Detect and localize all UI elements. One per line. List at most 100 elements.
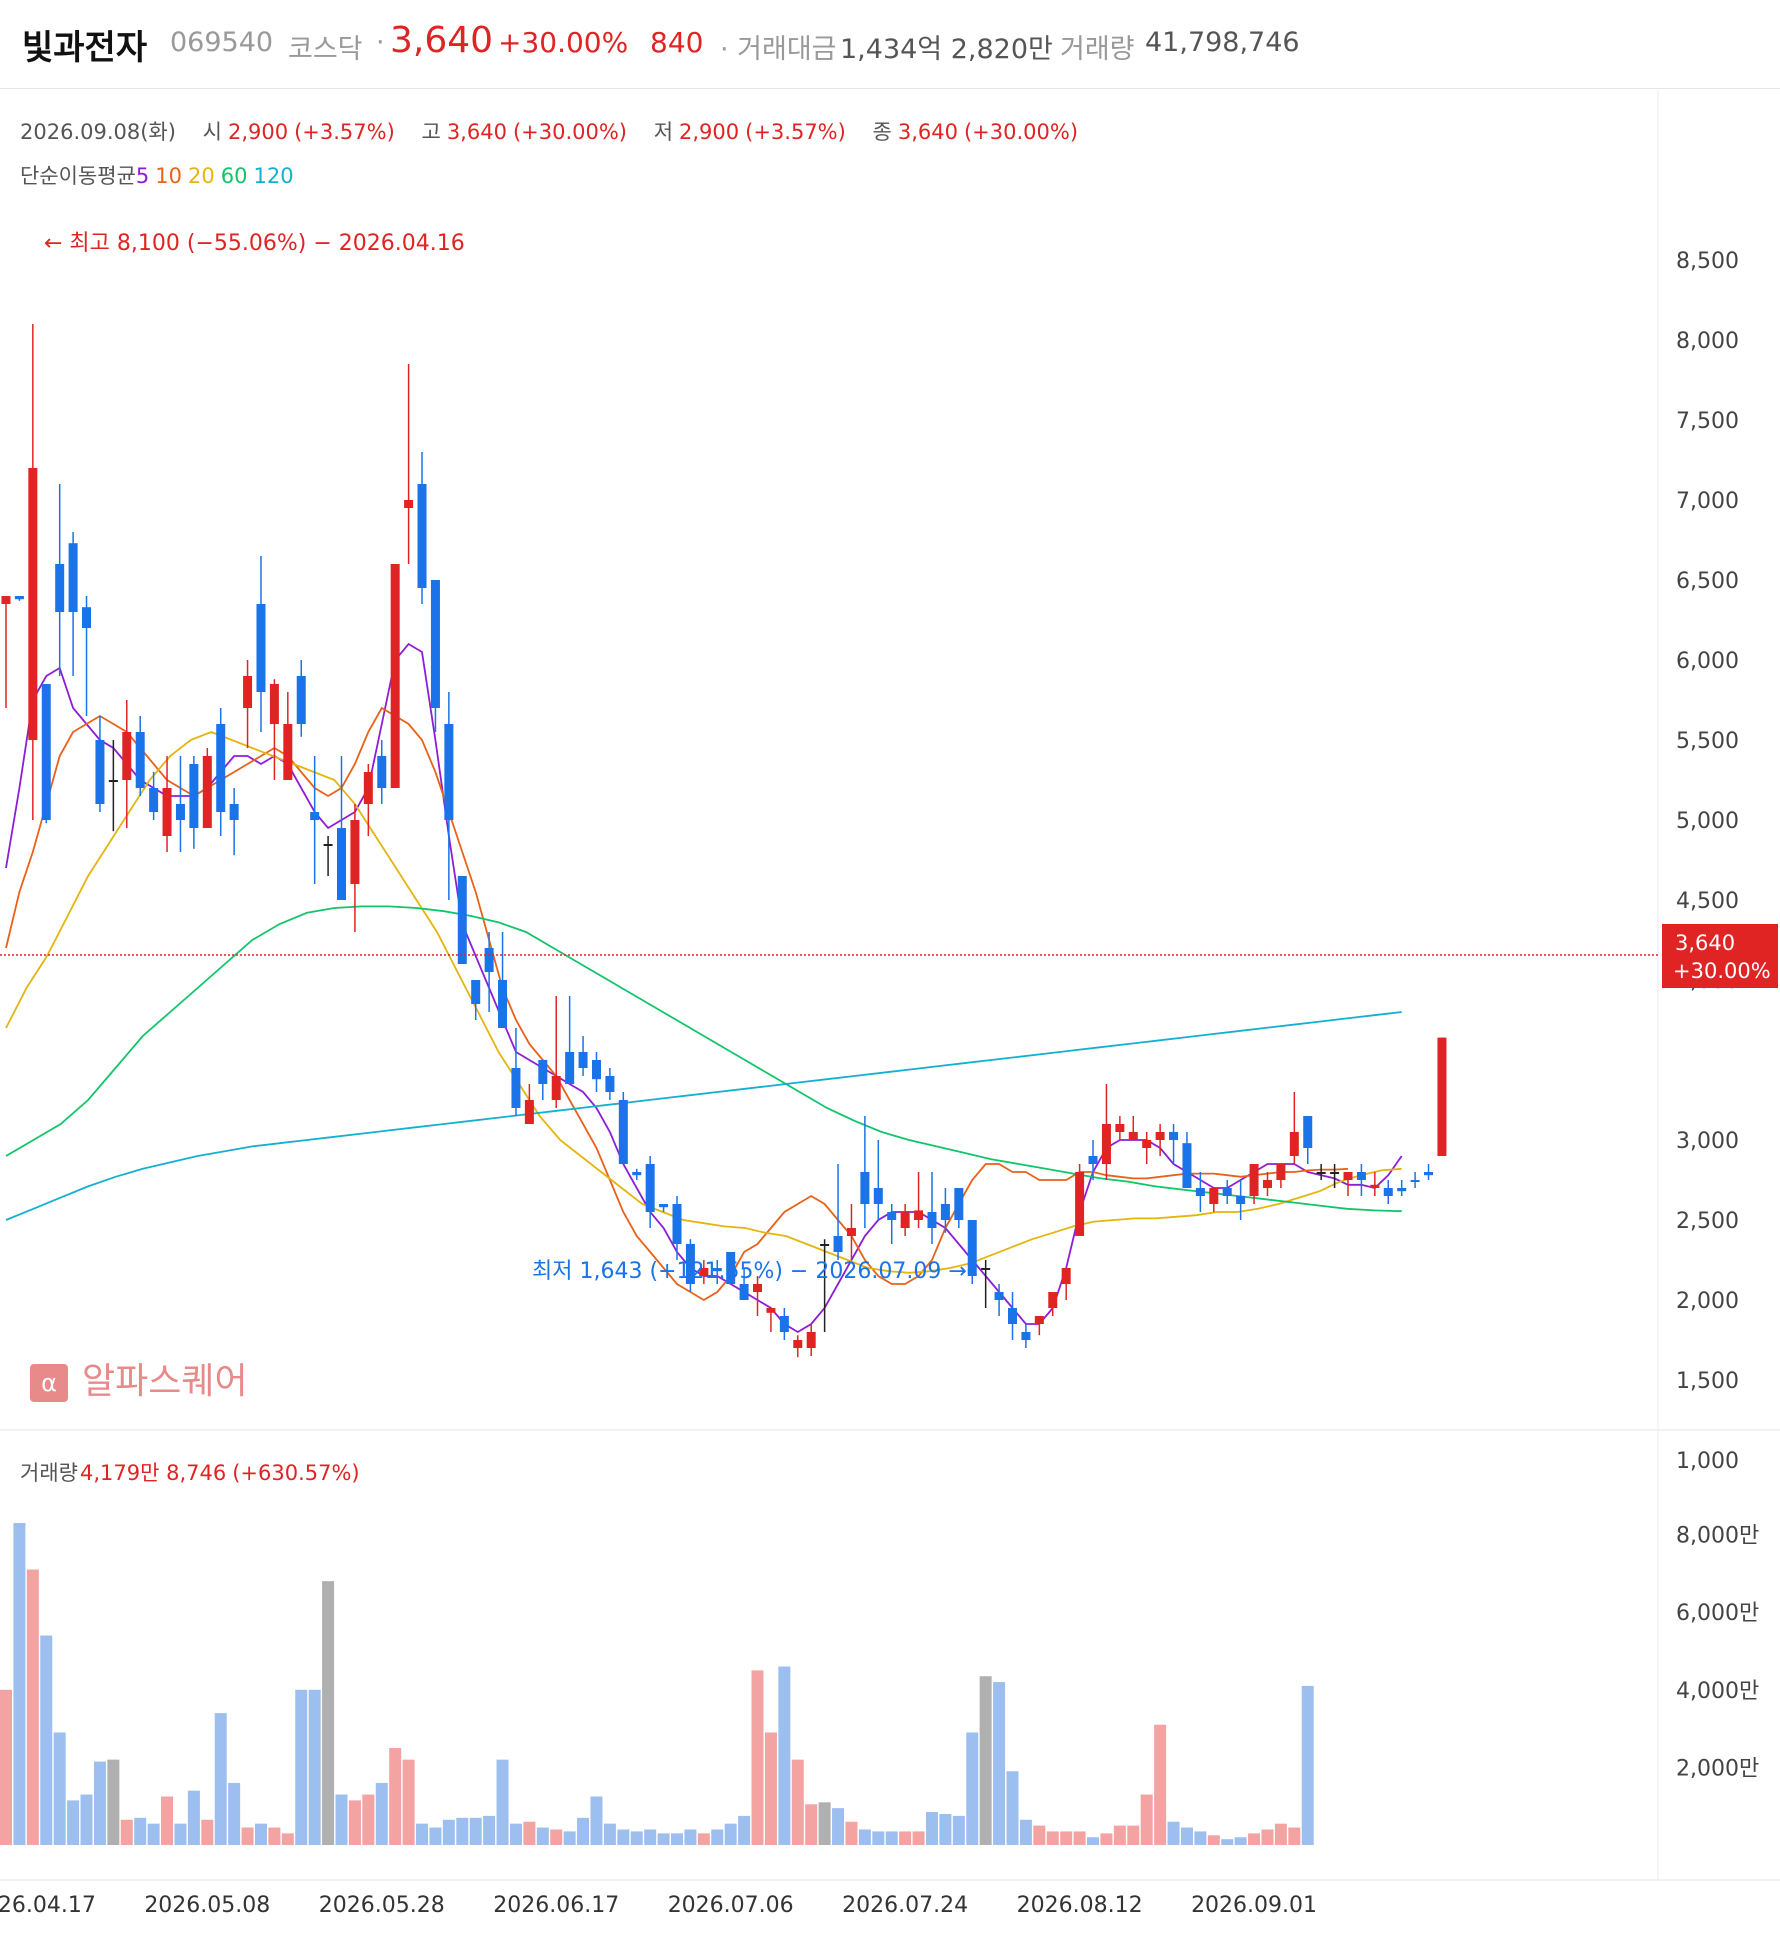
candle-body	[202, 756, 212, 828]
volume-bar	[899, 1831, 912, 1845]
low-label: 저	[653, 120, 674, 144]
candle-body	[1383, 1188, 1393, 1196]
candle-body	[927, 1212, 937, 1228]
price-tick-label: 4,000	[1676, 969, 1739, 994]
volume-bar	[214, 1713, 227, 1845]
candle-body	[1115, 1124, 1125, 1132]
volume-bar	[925, 1812, 938, 1845]
price-tick-label: 6,000	[1676, 649, 1739, 674]
open-pct: (+3.57%)	[294, 120, 395, 144]
candle-body	[551, 1076, 561, 1100]
volume-bar	[523, 1821, 536, 1845]
current-price-tag	[1662, 924, 1778, 988]
ma-60-line	[5, 905, 1402, 1213]
candle-body	[1142, 1140, 1152, 1148]
volume-bar	[416, 1823, 429, 1845]
volume-bar	[228, 1782, 241, 1845]
volume-bar	[67, 1800, 80, 1845]
volume-bar	[885, 1831, 898, 1845]
price-tick-label: 2,500	[1676, 1209, 1739, 1234]
candle-body	[310, 812, 320, 820]
ma-legend-label: 단순이동평균	[20, 164, 136, 188]
volume-bar	[295, 1689, 308, 1845]
volume-bar	[644, 1829, 657, 1845]
price-tick-label: 3,000	[1676, 1129, 1739, 1154]
volume-bar	[1207, 1835, 1220, 1845]
volume-bar	[1301, 1685, 1314, 1845]
candle-body	[1276, 1164, 1286, 1180]
candle-body	[1195, 1188, 1205, 1196]
volume-bar	[993, 1682, 1006, 1845]
candle-body	[377, 756, 387, 788]
ma-120-line	[5, 1011, 1402, 1221]
volume-bar	[107, 1759, 120, 1845]
stock-name: 빛과전자	[22, 28, 148, 68]
volume-bar	[13, 1522, 26, 1845]
candle-body	[1088, 1156, 1098, 1164]
volume-bar	[684, 1829, 697, 1845]
ma-legend-10: 10	[155, 164, 183, 188]
volume-bars	[0, 1522, 1314, 1845]
volume-bar	[0, 1689, 12, 1845]
volume-bar	[697, 1833, 710, 1845]
volume-bar	[348, 1800, 361, 1845]
candle-body	[538, 1060, 548, 1084]
price-axis: 8,500 8,000 7,500 7,000 6,500 6,000 5,500 5,000…	[1676, 249, 1739, 1474]
date-tick-label: 2026.05.08	[144, 1893, 270, 1918]
volume-bar	[832, 1808, 845, 1845]
volume-bar	[161, 1796, 174, 1845]
volume-bar	[80, 1794, 93, 1845]
candle-body	[1249, 1164, 1259, 1196]
candle-body	[1410, 1180, 1420, 1182]
candle-body	[994, 1292, 1004, 1300]
candle-body	[243, 676, 253, 708]
trade-value: 1,434억 2,820만	[840, 34, 1053, 65]
volume-bar	[1194, 1831, 1207, 1845]
candle-body	[283, 724, 293, 780]
volume-bar	[671, 1833, 683, 1845]
volume-bar	[603, 1823, 616, 1845]
candle-body	[1330, 1172, 1340, 1174]
candles	[1, 324, 1447, 1358]
ma-10-line	[5, 706, 1349, 1302]
volume-bar	[134, 1817, 147, 1845]
info-date: 2026.09.08(화)	[20, 120, 176, 144]
candle-body	[135, 732, 145, 788]
price-tick-label: 5,000	[1676, 809, 1739, 834]
volume-axis: 8,000만 6,000만 4,000만 2,000만	[1676, 1524, 1759, 1782]
price-tick-label: 5,500	[1676, 729, 1739, 754]
candle-body	[524, 1100, 534, 1124]
volume-bar	[1100, 1833, 1113, 1845]
candle-body	[954, 1188, 964, 1220]
volume-bar	[617, 1829, 630, 1845]
date-tick-label: 2026.08.12	[1017, 1893, 1143, 1918]
price-tick-label: 7,500	[1676, 409, 1739, 434]
candle-body	[1397, 1188, 1407, 1192]
volume-bar	[281, 1833, 294, 1845]
volume-bar	[1261, 1829, 1274, 1845]
volume-bar	[469, 1817, 482, 1845]
candle-body	[337, 828, 346, 900]
volume-bar	[1221, 1839, 1234, 1845]
volume-bar	[536, 1827, 549, 1845]
candle-body	[1021, 1332, 1031, 1340]
candle-body	[189, 764, 199, 828]
candle-body	[753, 1284, 763, 1292]
volume-tick-label: 6,000만	[1676, 1601, 1759, 1626]
candle-body	[873, 1188, 883, 1204]
open-label: 시	[202, 120, 222, 144]
candle-body	[1034, 1316, 1044, 1324]
date-tick-label: 2026.05.28	[319, 1893, 445, 1918]
candle-body	[1155, 1132, 1165, 1140]
volume-bar	[1154, 1724, 1167, 1845]
candle-body	[296, 676, 306, 724]
close-label: 종	[872, 120, 892, 144]
volume-bar	[979, 1676, 992, 1845]
low-annotation: 최저 1,643 (+121.55%) − 2026.07.09 →	[532, 1259, 967, 1284]
volume-tick-label: 2,000만	[1676, 1756, 1759, 1781]
volume-bar	[791, 1759, 804, 1845]
volume-bar	[1288, 1827, 1301, 1845]
candle-body	[1209, 1188, 1219, 1204]
open-value: 2,900	[227, 120, 289, 144]
